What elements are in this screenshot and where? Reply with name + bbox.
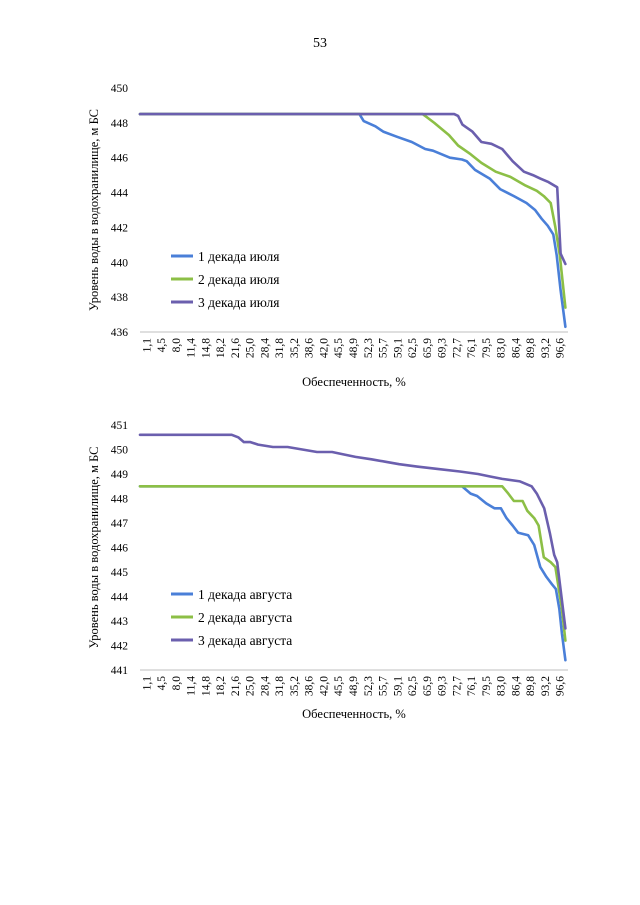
y-tick-label: 438 bbox=[111, 292, 129, 304]
x-tick-label: 72,7 bbox=[451, 338, 463, 358]
legend-label-3: 3 декада июля bbox=[198, 295, 280, 310]
x-tick-label: 38,6 bbox=[304, 676, 316, 696]
x-tick-label: 83,0 bbox=[496, 338, 508, 358]
y-tick-label: 450 bbox=[111, 445, 129, 457]
y-tick-label: 436 bbox=[111, 327, 129, 339]
x-tick-label: 79,5 bbox=[481, 338, 493, 358]
series-line-2 bbox=[138, 112, 567, 309]
x-tick-label: 55,7 bbox=[378, 338, 390, 358]
x-tick-label: 31,8 bbox=[274, 676, 286, 696]
x-tick-label: 76,1 bbox=[466, 676, 478, 696]
x-axis-title: Обеспеченность, % bbox=[302, 375, 406, 389]
x-tick-label: 45,5 bbox=[333, 338, 345, 358]
x-tick-label: 55,7 bbox=[378, 676, 390, 696]
x-tick-label: 86,4 bbox=[510, 338, 522, 358]
y-tick-label: 443 bbox=[111, 616, 129, 628]
y-tick-label: 450 bbox=[111, 83, 129, 95]
y-tick-label: 445 bbox=[111, 567, 129, 579]
x-tick-label: 21,6 bbox=[230, 338, 242, 358]
x-tick-label: 35,2 bbox=[289, 338, 301, 358]
page-number: 53 bbox=[313, 36, 327, 51]
y-tick-label: 449 bbox=[111, 469, 129, 481]
x-tick-label: 65,9 bbox=[422, 676, 434, 696]
x-tick-label: 18,2 bbox=[215, 338, 227, 358]
y-tick-label: 451 bbox=[111, 420, 129, 432]
x-tick-label: 42,0 bbox=[318, 338, 330, 358]
x-tick-label: 35,2 bbox=[289, 676, 301, 696]
x-tick-label: 83,0 bbox=[496, 676, 508, 696]
y-tick-label: 447 bbox=[111, 518, 129, 530]
y-tick-label: 444 bbox=[111, 592, 129, 604]
series-line-1 bbox=[138, 485, 567, 662]
x-tick-label: 93,2 bbox=[540, 676, 552, 696]
x-tick-label: 65,9 bbox=[422, 338, 434, 358]
x-tick-label: 28,4 bbox=[259, 338, 271, 358]
x-tick-label: 18,2 bbox=[215, 676, 227, 696]
x-tick-label: 31,8 bbox=[274, 338, 286, 358]
y-tick-label: 442 bbox=[111, 641, 129, 653]
x-tick-label: 8,0 bbox=[171, 338, 183, 353]
x-tick-label: 4,5 bbox=[156, 338, 168, 353]
x-tick-label: 96,6 bbox=[555, 338, 567, 358]
x-tick-label: 79,5 bbox=[481, 676, 493, 696]
x-tick-label: 11,4 bbox=[186, 338, 198, 358]
x-tick-label: 72,7 bbox=[451, 676, 463, 696]
x-tick-label: 69,3 bbox=[437, 676, 449, 696]
x-tick-label: 42,0 bbox=[318, 676, 330, 696]
x-axis-title: Обеспеченность, % bbox=[302, 707, 406, 721]
x-tick-label: 21,6 bbox=[230, 676, 242, 696]
legend-label-2: 2 декада июля bbox=[198, 272, 280, 287]
x-tick-label: 28,4 bbox=[259, 676, 271, 696]
x-tick-label: 59,1 bbox=[392, 338, 404, 358]
x-tick-label: 25,0 bbox=[245, 338, 257, 358]
x-tick-label: 1,1 bbox=[141, 676, 153, 691]
x-tick-label: 1,1 bbox=[141, 338, 153, 353]
x-tick-label: 93,2 bbox=[540, 338, 552, 358]
y-axis-title: Уровень воды в водохранилище, м БС bbox=[87, 109, 101, 311]
y-tick-label: 440 bbox=[111, 257, 129, 269]
series-line-3 bbox=[138, 112, 567, 266]
legend-label-3: 3 декада августа bbox=[198, 633, 292, 648]
x-tick-label: 62,5 bbox=[407, 676, 419, 696]
x-tick-label: 48,9 bbox=[348, 338, 360, 358]
x-tick-label: 48,9 bbox=[348, 676, 360, 696]
x-tick-label: 14,8 bbox=[200, 338, 212, 358]
y-axis-title: Уровень воды в водохранилище, м БС bbox=[87, 446, 101, 648]
x-tick-label: 11,4 bbox=[186, 676, 198, 696]
legend-label-1: 1 декада июля bbox=[198, 249, 280, 264]
x-tick-label: 59,1 bbox=[392, 676, 404, 696]
x-tick-label: 89,8 bbox=[525, 676, 537, 696]
x-tick-label: 45,5 bbox=[333, 676, 345, 696]
x-tick-label: 76,1 bbox=[466, 338, 478, 358]
x-tick-label: 69,3 bbox=[437, 338, 449, 358]
x-tick-label: 14,8 bbox=[200, 676, 212, 696]
series-line-1 bbox=[138, 112, 567, 329]
x-tick-label: 62,5 bbox=[407, 338, 419, 358]
x-tick-label: 89,8 bbox=[525, 338, 537, 358]
y-tick-label: 446 bbox=[111, 543, 129, 555]
series-line-3 bbox=[138, 433, 567, 630]
y-tick-label: 444 bbox=[111, 188, 129, 200]
x-tick-label: 25,0 bbox=[245, 676, 257, 696]
x-tick-label: 52,3 bbox=[363, 338, 375, 358]
y-tick-label: 448 bbox=[111, 494, 129, 506]
y-tick-label: 442 bbox=[111, 222, 129, 234]
series-line-2 bbox=[138, 485, 567, 642]
y-tick-label: 446 bbox=[111, 153, 129, 165]
x-tick-label: 8,0 bbox=[171, 676, 183, 691]
chart-july-water-level: 436 438 440 442 444 446 448 450 1,1 4,5 8,0 11,4 14,… bbox=[87, 83, 568, 389]
x-tick-label: 86,4 bbox=[510, 676, 522, 696]
x-tick-label: 4,5 bbox=[156, 676, 168, 691]
x-tick-label: 96,6 bbox=[555, 676, 567, 696]
legend-label-2: 2 декада августа bbox=[198, 610, 292, 625]
y-tick-label: 448 bbox=[111, 118, 129, 130]
x-tick-label: 52,3 bbox=[363, 676, 375, 696]
x-tick-label: 38,6 bbox=[304, 338, 316, 358]
y-tick-label: 441 bbox=[111, 665, 129, 677]
legend-label-1: 1 декада августа bbox=[198, 587, 292, 602]
